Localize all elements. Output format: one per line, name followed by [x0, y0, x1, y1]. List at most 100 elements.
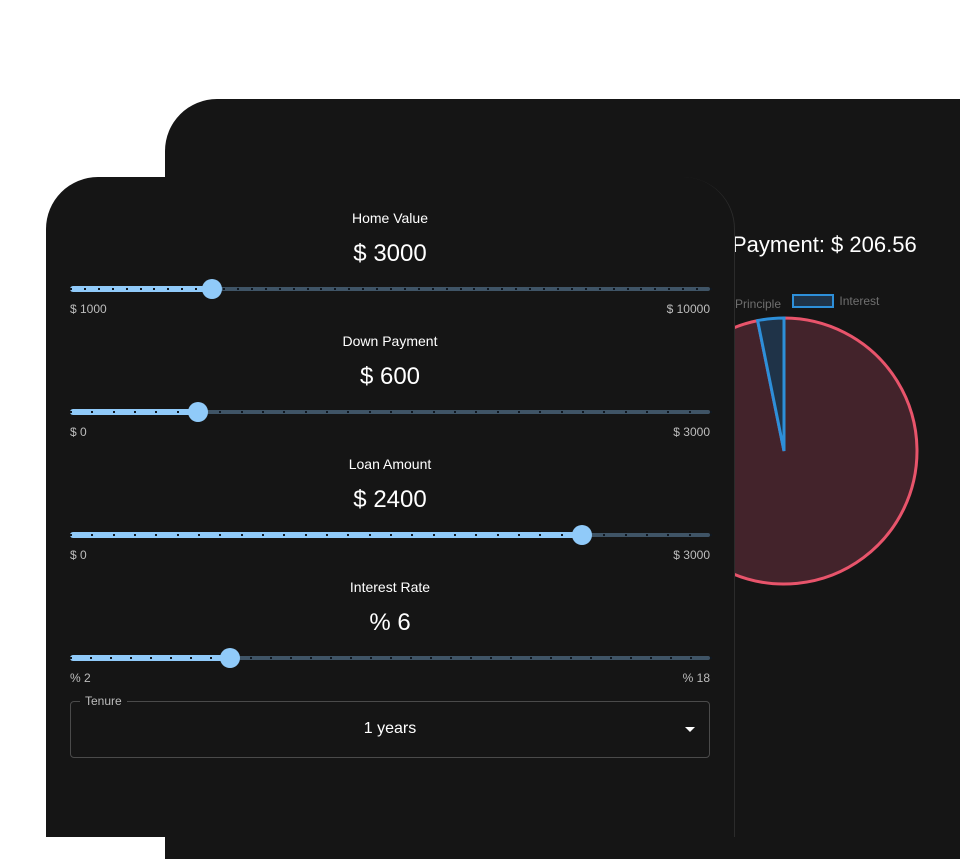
- slider-tick: [490, 657, 492, 659]
- legend-principle[interactable]: Principle: [735, 297, 781, 311]
- home-value-amount: $ 3000: [353, 240, 427, 267]
- slider-tick: [668, 288, 671, 290]
- interest-rate-max: % 18: [682, 671, 710, 685]
- legend-principle-label: Principle: [735, 297, 782, 311]
- home-value-label: Home Value: [351, 210, 428, 226]
- slider-tick: [320, 288, 323, 290]
- slider-tick: [470, 657, 472, 659]
- slider-tick: [496, 411, 499, 413]
- slider-tick: [432, 411, 435, 413]
- slider-tick: [598, 288, 601, 290]
- slider-tick: [624, 534, 627, 536]
- slider-tick: [310, 657, 312, 659]
- slider-tick: [390, 288, 392, 290]
- slider-tick: [682, 288, 685, 290]
- interest-rate-control: Interest Rate % 6 % 2 % 18: [70, 579, 712, 685]
- slider-tick: [170, 657, 172, 659]
- slider-tick: [368, 534, 371, 536]
- slider-tick: [710, 534, 712, 536]
- slider-marks: [70, 657, 712, 659]
- slider-tick: [688, 411, 691, 413]
- slider-tick: [710, 411, 712, 413]
- slider-tick: [646, 534, 648, 536]
- slider-tick: [667, 411, 670, 413]
- slider-tick: [584, 288, 587, 290]
- slider-tick: [543, 288, 546, 290]
- slider-tick: [176, 411, 179, 413]
- slider-tick: [155, 534, 158, 536]
- interest-rate-slider[interactable]: [70, 647, 712, 668]
- slider-tick: [240, 534, 243, 536]
- slider-tick: [326, 534, 328, 536]
- legend-interest-swatch: [792, 294, 835, 308]
- tenure-label: Tenure: [80, 694, 127, 708]
- slider-tick: [90, 657, 92, 659]
- legend-interest[interactable]: Interest: [784, 294, 879, 308]
- slider-tick: [181, 288, 184, 290]
- pie-slice-interest[interactable]: [755, 316, 786, 452]
- tenure-select[interactable]: Tenure 1 years: [70, 694, 710, 758]
- tenure-selected-value: 1 years: [363, 720, 417, 737]
- down-payment-slider[interactable]: [70, 401, 712, 422]
- slider-tick: [603, 411, 606, 413]
- slider-tick: [640, 288, 643, 290]
- slider-tick: [110, 657, 112, 659]
- chart-legend: Principle Interest: [735, 294, 879, 311]
- slider-tick: [153, 288, 156, 290]
- slider-tick: [167, 288, 170, 290]
- slider-tick: [454, 534, 456, 536]
- home-value-slider-thumb[interactable]: [202, 279, 223, 299]
- slider-tick: [539, 534, 542, 536]
- home-value-slider[interactable]: [70, 278, 712, 299]
- slider-tick: [710, 657, 712, 659]
- slider-tick: [370, 657, 372, 659]
- loan-amount-max: $ 3000: [673, 548, 710, 562]
- interest-rate-value: % 6: [369, 609, 411, 636]
- slider-tick: [556, 288, 559, 290]
- loan-amount-value: $ 2400: [353, 486, 427, 513]
- slider-tick: [223, 288, 226, 290]
- slider-tick: [112, 411, 115, 413]
- payment-pie-chart: [733, 316, 919, 586]
- slider-tick: [696, 288, 699, 290]
- slider-tick: [250, 657, 252, 659]
- slider-tick: [262, 411, 264, 413]
- slider-tick: [570, 657, 572, 659]
- loan-amount-slider[interactable]: [70, 524, 712, 545]
- slider-tick: [290, 657, 292, 659]
- slider-tick: [236, 288, 239, 290]
- slider-tick: [582, 411, 584, 413]
- down-payment-slider-thumb[interactable]: [188, 402, 208, 422]
- down-payment-min: $ 0: [70, 425, 87, 439]
- slider-tick: [70, 534, 72, 536]
- slider-tick: [219, 411, 222, 413]
- loan-amount-control: Loan Amount $ 2400 $ 0 $ 3000: [70, 456, 712, 562]
- slider-tick: [560, 534, 563, 536]
- slider-tick: [270, 657, 272, 659]
- slider-tick: [326, 411, 328, 413]
- slider-tick: [111, 288, 114, 290]
- slider-tick: [690, 657, 692, 659]
- interest-rate-label: Interest Rate: [349, 579, 431, 595]
- slider-tick: [91, 534, 94, 536]
- loan-amount-slider-thumb[interactable]: [572, 525, 592, 545]
- slider-tick: [626, 288, 629, 290]
- legend-interest-label: Interest: [839, 294, 880, 308]
- slider-tick: [473, 288, 476, 290]
- pie-slice-principal[interactable]: [733, 316, 919, 586]
- slider-tick: [70, 657, 72, 659]
- slider-tick: [350, 657, 352, 659]
- slider-tick: [445, 288, 448, 290]
- slider-tick: [624, 411, 627, 413]
- down-payment-control: Down Payment $ 600 $ 0 $ 3000: [70, 333, 712, 439]
- slider-tick: [515, 288, 518, 290]
- interest-rate-min: % 2: [70, 671, 91, 685]
- slider-tick: [130, 657, 132, 659]
- slider-tick: [650, 657, 652, 659]
- home-value-min: $ 1000: [70, 302, 107, 316]
- slider-tick: [155, 411, 158, 413]
- interest-rate-slider-thumb[interactable]: [220, 648, 240, 668]
- slider-tick: [262, 534, 264, 536]
- slider-tick: [529, 288, 532, 290]
- slider-tick: [411, 534, 414, 536]
